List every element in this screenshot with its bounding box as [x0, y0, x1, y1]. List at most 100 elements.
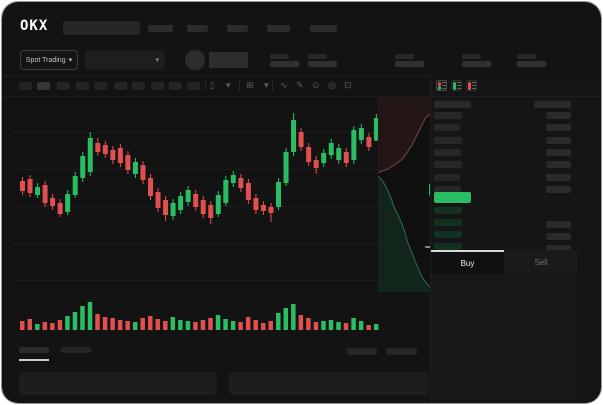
chart-canvas[interactable] — [14, 298, 382, 335]
bottom-panel-placeholder — [19, 372, 217, 395]
icon-line — [442, 88, 446, 89]
ask-row-price[interactable] — [434, 149, 461, 156]
chart-canvas[interactable] — [377, 97, 433, 292]
volume-chart[interactable] — [14, 298, 382, 335]
order-book-view-asks-icon[interactable] — [466, 80, 477, 91]
order-book-view-bids-icon[interactable] — [451, 80, 462, 91]
ask-row-price[interactable] — [434, 161, 462, 168]
candlestick-chart[interactable] — [14, 96, 382, 298]
search-input[interactable] — [63, 21, 140, 35]
bid-row-price[interactable] — [434, 231, 462, 238]
ticker-stat-value — [308, 61, 337, 67]
timeframe-button[interactable] — [132, 82, 145, 90]
nav-item-placeholder[interactable] — [227, 25, 248, 32]
timeframe-button[interactable] — [37, 82, 50, 90]
pair-name-placeholder[interactable] — [209, 52, 248, 68]
bottom-tab-inactive[interactable] — [61, 347, 91, 353]
icon-ask-bar — [438, 82, 441, 86]
okx-logo[interactable]: OKX — [20, 18, 49, 34]
depth-chart[interactable] — [377, 97, 433, 292]
ask-row-amount — [546, 186, 571, 193]
ask-row-price[interactable] — [434, 174, 460, 181]
order-book-panel: Buy Sell — [430, 76, 601, 403]
toolbar-separator — [205, 81, 206, 91]
ask-row-amount — [546, 161, 571, 168]
bottom-panel-placeholder — [229, 372, 429, 395]
icon-bid-bar — [438, 86, 441, 90]
icon-line — [472, 82, 476, 83]
timeframe-button[interactable] — [57, 82, 70, 90]
toolbar-divider — [2, 96, 430, 97]
draw-tool-icon[interactable]: ✎ — [296, 80, 304, 90]
timeframe-button[interactable] — [114, 82, 127, 90]
last-price-badge[interactable] — [434, 192, 471, 203]
nav-item-placeholder[interactable] — [310, 25, 337, 32]
wave-tool-icon[interactable]: ∿ — [280, 80, 288, 90]
bid-row-price[interactable] — [434, 207, 462, 214]
chart-type-icon[interactable]: ▯ — [210, 80, 215, 90]
trade-tabs: Buy Sell — [431, 250, 578, 274]
bid-row-price[interactable] — [434, 219, 462, 226]
order-book-col-header-amount — [534, 101, 571, 108]
ask-row-amount — [546, 149, 571, 156]
chart-canvas[interactable] — [14, 96, 382, 298]
chevron-down-icon[interactable]: ▾ — [226, 80, 231, 90]
ticker-stat-value — [270, 61, 299, 67]
toolbar-separator — [239, 81, 240, 91]
ticker-stat-value — [395, 61, 424, 67]
ask-row-price[interactable] — [434, 137, 462, 144]
ask-row-price[interactable] — [434, 186, 461, 193]
ask-row-amount — [546, 112, 571, 119]
timeframe-button[interactable] — [169, 82, 182, 90]
timeframe-button[interactable] — [187, 82, 200, 90]
ask-row-price[interactable] — [434, 124, 460, 131]
icon-line — [457, 82, 461, 83]
ticker-stat-label — [462, 54, 481, 59]
icon-line — [472, 88, 476, 89]
nav-item-placeholder[interactable] — [187, 25, 208, 32]
timeframe-button[interactable] — [94, 82, 107, 90]
fullscreen-icon[interactable]: ⊡ — [344, 80, 352, 90]
ticker-stat-value — [517, 61, 546, 67]
chevron-down-icon: ▾ — [68, 57, 73, 64]
trading-pair-dropdown[interactable]: ▾ — [85, 50, 165, 70]
trade-form — [431, 274, 578, 403]
nav-item-placeholder[interactable] — [267, 25, 290, 32]
timeframe-button[interactable] — [76, 82, 89, 90]
order-book-view-both-icon[interactable] — [436, 80, 447, 91]
icon-line — [457, 88, 461, 89]
header-divider — [2, 76, 601, 77]
nav-item-placeholder[interactable] — [148, 25, 173, 32]
tab-buy[interactable]: Buy — [431, 250, 504, 274]
tab-sell[interactable]: Sell — [504, 250, 578, 274]
market-type-label: Spot Trading — [25, 56, 66, 64]
timeframe-button[interactable] — [151, 82, 164, 90]
bottom-tab-active[interactable] — [19, 347, 49, 353]
ask-row-price[interactable] — [434, 112, 462, 119]
bid-row-price[interactable] — [434, 243, 462, 250]
market-type-selector[interactable]: Spot Trading ▾ — [20, 50, 78, 70]
toolbar-separator — [272, 81, 273, 91]
settings-icon[interactable]: ◎ — [328, 80, 336, 90]
order-book-col-header-price — [434, 101, 471, 108]
order-book-divider — [431, 96, 601, 97]
chevron-down-icon[interactable]: ▾ — [264, 80, 269, 90]
icon-line — [457, 85, 461, 86]
ask-row-amount — [546, 137, 571, 144]
ticker-stat-label — [308, 54, 327, 59]
ticker-stat-label — [395, 54, 414, 59]
chevron-down-icon: ▾ — [155, 57, 159, 64]
timeframe-button[interactable] — [19, 82, 32, 90]
bottom-bar-button[interactable] — [347, 348, 377, 355]
bottom-bar-button[interactable] — [386, 348, 417, 355]
screenshot-icon[interactable]: ⊙ — [312, 80, 320, 90]
icon-line — [442, 85, 446, 86]
ask-row-amount — [546, 174, 571, 181]
active-tab-underline — [19, 359, 49, 361]
depth-left-marker — [374, 128, 378, 141]
bid-row-amount — [546, 221, 571, 228]
indicators-icon[interactable]: ⊞ — [246, 80, 254, 90]
coin-icon — [185, 50, 205, 70]
